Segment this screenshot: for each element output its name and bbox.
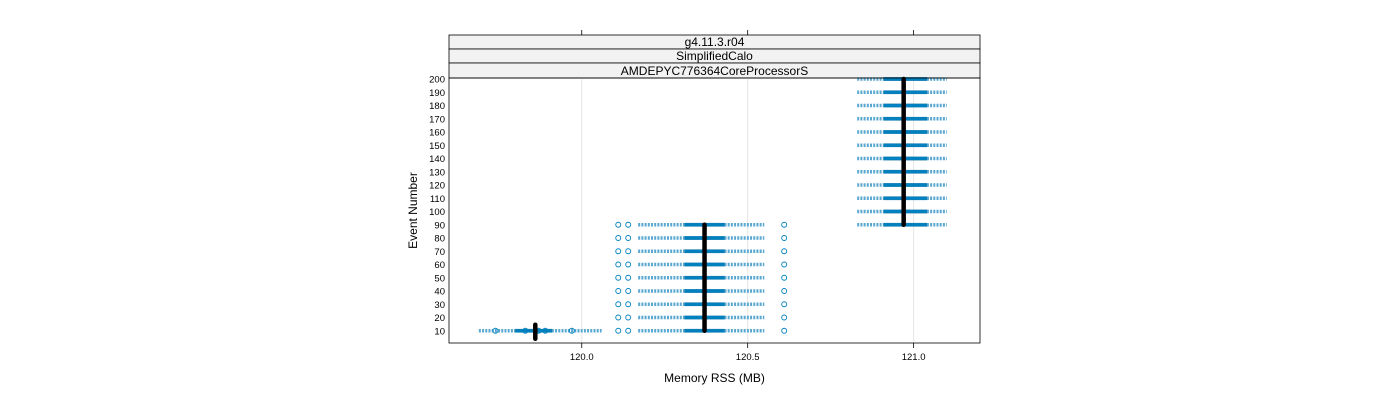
outlier-ev50-1 (625, 274, 632, 281)
x-tick-label-2: 121.0 (902, 352, 926, 363)
y-tick-label-17: 180 (429, 101, 445, 112)
outlier-ev50-0 (615, 274, 622, 281)
outlier-ev30-0 (615, 301, 622, 308)
outlier-ev10-0 (615, 327, 622, 334)
y-axis: 10 20 30 40 50 60 70 80 90 100 110 120 130 140 150 160 1… (429, 75, 445, 338)
outlier-ev70-1 (625, 248, 632, 255)
outlier-ev10-0 (492, 327, 499, 334)
strip-2-label: SimplifiedCalo (676, 49, 753, 63)
y-tick-label-0: 10 (434, 326, 445, 337)
strip-1: g4.11.3.r04 (448, 34, 981, 50)
outlier-ev60-1 (625, 261, 632, 268)
outlier-ev40-1 (625, 288, 632, 294)
outlier-ev70-0 (615, 248, 622, 255)
y-tick-label-7: 80 (434, 234, 445, 245)
outlier-ev10-2 (781, 327, 788, 334)
outlier-ev90-0 (615, 221, 622, 228)
outlier-ev90-2 (781, 221, 788, 228)
outlier-ev50-2 (781, 274, 788, 281)
y-tick-label-14: 150 (429, 141, 445, 152)
outlier-ev10-1 (522, 327, 529, 334)
outlier-ev20-1 (625, 314, 632, 321)
y-tick-label-5: 60 (434, 260, 445, 271)
y-tick-label-8: 90 (434, 220, 445, 231)
x-axis-title: Memory RSS (MB) (664, 371, 765, 385)
x-tick-label-0: 120.0 (570, 352, 594, 363)
x-tick-label-1: 120.5 (736, 352, 760, 363)
y-tick-label-15: 160 (429, 128, 445, 139)
y-tick-label-9: 100 (429, 207, 445, 218)
y-tick-label-1: 20 (434, 313, 445, 324)
outlier-ev80-0 (615, 235, 622, 241)
y-tick-label-2: 30 (434, 300, 445, 311)
y-tick-label-13: 140 (429, 154, 445, 165)
outlier-ev90-1 (625, 221, 632, 228)
outlier-ev10-3 (542, 327, 549, 334)
outlier-ev80-2 (781, 235, 788, 241)
outlier-ev10-1 (625, 327, 632, 334)
y-tick-label-4: 50 (434, 273, 445, 284)
y-tick-label-12: 130 (429, 167, 445, 178)
y-tick-label-11: 120 (429, 181, 445, 192)
plot-panel (448, 77, 981, 344)
outlier-ev30-1 (625, 301, 632, 308)
group-1 (615, 221, 788, 334)
y-tick-label-18: 190 (429, 88, 445, 99)
group-2 (857, 76, 947, 227)
strip-1-label: g4.11.3.r04 (685, 35, 745, 49)
x-axis: 120.0 120.5 121.0 (570, 30, 926, 363)
box-marks (478, 76, 947, 341)
group-0 (478, 322, 602, 341)
outlier-ev40-2 (781, 288, 788, 294)
y-tick-label-10: 110 (430, 194, 445, 205)
strip-2: SimplifiedCalo (448, 48, 981, 64)
outlier-ev20-2 (781, 314, 788, 321)
y-tick-label-6: 70 (434, 247, 445, 258)
outlier-ev10-4 (568, 327, 575, 334)
outlier-ev80-1 (625, 235, 632, 241)
outlier-ev40-0 (615, 288, 622, 294)
y-axis-title: Event Number (406, 172, 420, 249)
strip-3: AMDEPYC776364CoreProcessorS (448, 62, 981, 79)
outlier-ev30-2 (781, 301, 788, 308)
outlier-ev60-0 (615, 261, 622, 268)
y-tick-label-16: 170 (429, 114, 445, 125)
strip-3-label: AMDEPYC776364CoreProcessorS (621, 64, 808, 78)
outlier-ev60-2 (781, 261, 788, 268)
outlier-ev70-2 (781, 248, 788, 255)
y-tick-label-19: 200 (429, 75, 445, 86)
y-tick-label-3: 40 (434, 287, 445, 298)
outlier-ev20-0 (615, 314, 622, 321)
